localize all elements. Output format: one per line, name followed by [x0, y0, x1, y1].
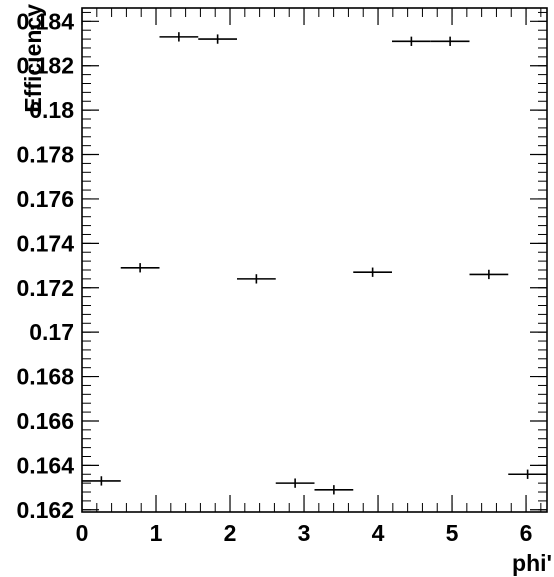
- data-point: [82, 476, 121, 486]
- axis-ticks: [81, 8, 547, 512]
- data-point: [392, 36, 431, 46]
- y-tick-label: 0.182: [16, 53, 74, 79]
- y-tick-label: 0.168: [16, 364, 74, 390]
- y-tick-label: 0.166: [16, 408, 74, 434]
- data-point: [237, 274, 276, 284]
- data-point: [198, 34, 237, 44]
- data-point: [353, 267, 392, 277]
- data-point: [314, 485, 354, 495]
- y-tick-label: 0.172: [16, 275, 74, 301]
- y-tick-label: 0.162: [16, 497, 74, 523]
- data-point: [159, 32, 199, 42]
- y-tick-label: 0.184: [16, 8, 74, 34]
- plot-frame: [81, 7, 548, 513]
- tick-labels: 0.162 0.164 0.166 0.168 0.17 0.172 0.174 0.176 0…: [16, 8, 532, 546]
- data-points: [82, 32, 547, 495]
- y-tick-label: 0.17: [29, 319, 74, 345]
- x-tick-label: 4: [372, 520, 385, 546]
- x-tick-label: 5: [446, 520, 459, 546]
- data-point: [120, 263, 160, 273]
- data-point: [275, 478, 315, 488]
- x-tick-label: 6: [520, 520, 533, 546]
- data-point: [430, 36, 470, 46]
- y-axis-title: Efficiency: [20, 4, 46, 113]
- y-tick-label: 0.164: [16, 452, 74, 478]
- x-tick-label: 1: [150, 520, 163, 546]
- x-tick-label: 0: [76, 520, 89, 546]
- x-tick-label: 3: [298, 520, 311, 546]
- data-point: [469, 269, 509, 280]
- x-axis-title: phi': [512, 550, 552, 576]
- y-tick-label: 0.176: [16, 186, 74, 212]
- y-tick-label: 0.18: [29, 97, 74, 123]
- y-tick-label: 0.174: [16, 230, 74, 256]
- data-point: [508, 469, 547, 479]
- x-tick-label: 2: [224, 520, 237, 546]
- y-tick-label: 0.178: [16, 142, 74, 168]
